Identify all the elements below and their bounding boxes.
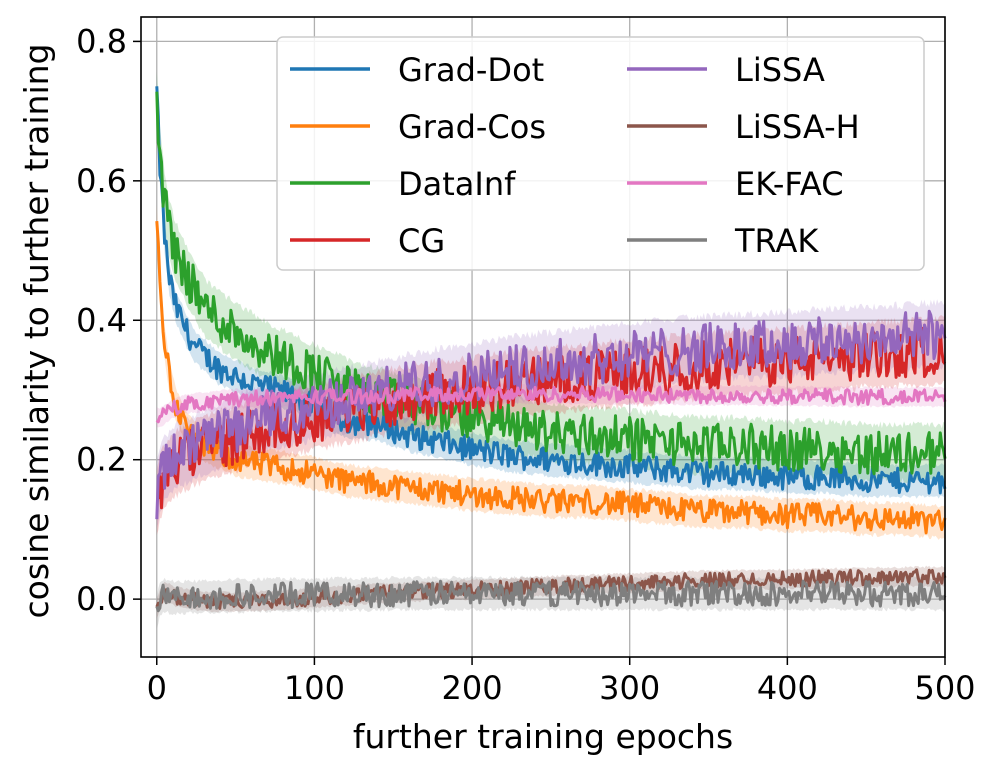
line-grad-dot	[155, 86, 947, 495]
line-datainf	[155, 91, 947, 476]
legend: Grad-Dot Grad-Cos DataInf CG LiSSA LiSSA-H EK-…	[276, 36, 925, 271]
line-trak	[155, 579, 947, 613]
legend-label-grad-cos: Grad-Cos	[398, 108, 546, 146]
y-tick-label: 0.8	[76, 22, 127, 60]
x-tick-label: 400	[757, 669, 818, 707]
legend-label-trak: TRAK	[734, 222, 819, 260]
legend-label-cg: CG	[398, 222, 445, 260]
legend-box	[276, 36, 925, 271]
legend-label-lissa: LiSSA	[735, 51, 825, 89]
line-cg	[156, 326, 947, 510]
line-lissa	[155, 309, 947, 520]
y-tick-label: 0.2	[76, 441, 127, 479]
line-grad-cos	[155, 220, 947, 535]
legend-label-grad-dot: Grad-Dot	[398, 51, 544, 89]
x-tick-label: 200	[442, 669, 503, 707]
band-grad-cos	[156, 204, 946, 540]
x-tick-label: 100	[284, 669, 345, 707]
y-tick-label: 0.0	[76, 580, 127, 618]
axis-ticks: 0 100 200 300 400 500 0.0 0.2 0.4 0.6 0.8	[76, 22, 975, 707]
legend-label-datainf: DataInf	[398, 165, 516, 203]
series-lines	[155, 86, 947, 613]
line-ek-fac	[155, 385, 947, 424]
x-tick-label: 500	[914, 669, 975, 707]
y-tick-label: 0.6	[76, 162, 127, 200]
y-axis-label: cosine similarity to further training	[17, 44, 56, 619]
x-tick-label: 0	[147, 669, 167, 707]
x-axis-label: further training epochs	[353, 717, 733, 756]
y-tick-label: 0.4	[76, 301, 127, 339]
legend-label-lissa-h: LiSSA-H	[735, 108, 860, 146]
legend-label-ek-fac: EK-FAC	[735, 165, 844, 203]
x-tick-label: 300	[599, 669, 660, 707]
plot-frame	[140, 16, 946, 658]
